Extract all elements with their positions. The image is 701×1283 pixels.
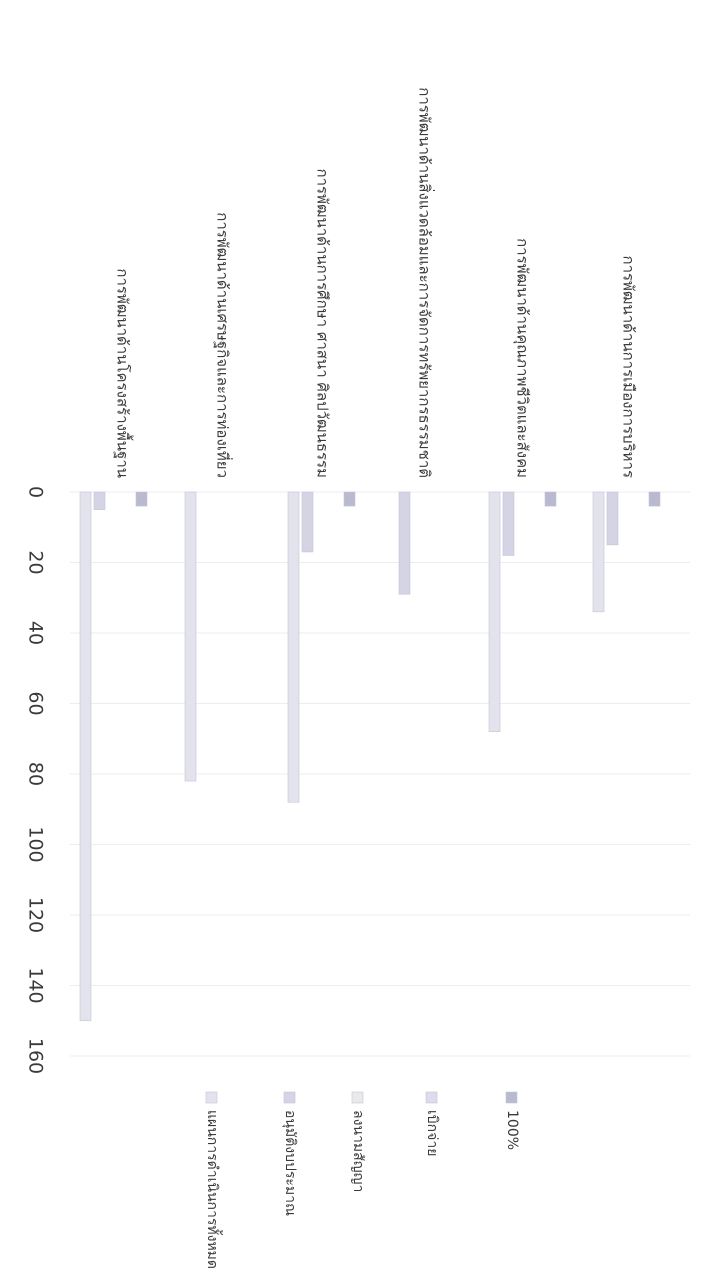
bar	[648, 491, 661, 507]
legend-label: 100%	[504, 1110, 520, 1150]
tick-label: 60	[25, 691, 47, 715]
tick-label: 100	[25, 826, 47, 862]
bar	[544, 491, 557, 507]
category-label: การพัฒนาด้านเศรษฐกิจและการท่องเที่ยว	[214, 212, 234, 478]
bar	[301, 491, 314, 553]
grid-lines	[70, 491, 690, 1057]
legend-swatch	[205, 1091, 218, 1104]
tick-label: 140	[25, 967, 47, 1003]
legend-label: อนุมัติงบประมาณ	[282, 1110, 298, 1216]
category-label: การพัฒนาด้านการเมืองการบริหาร	[620, 255, 638, 478]
bar	[606, 491, 619, 546]
tick-label: 40	[25, 621, 47, 645]
tick-label: 80	[25, 762, 47, 786]
bar	[93, 491, 106, 510]
bar	[184, 491, 197, 782]
legend-label: ลงนามสัญญา	[350, 1110, 366, 1192]
category-label: การพัฒนาด้านการศึกษา ศาสนา ศิลปวัฒนธรรม	[314, 169, 332, 479]
value-axis-ticks: 0 20 40 60 80 100 120 140 160	[25, 486, 47, 1074]
legend-label: แผนการดำเนินการทั้งหมด	[204, 1110, 223, 1269]
bar	[135, 491, 148, 507]
tick-label: 120	[25, 897, 47, 933]
legend: 100% เบิกจ่าย ลงนามสัญญา อนุมัติงบประมาณ แผน…	[204, 1091, 520, 1269]
bar	[398, 491, 411, 595]
legend-swatch	[425, 1091, 438, 1104]
bars	[79, 491, 661, 1022]
bar	[502, 491, 515, 556]
legend-swatch	[283, 1091, 296, 1104]
legend-swatch	[505, 1091, 518, 1104]
legend-swatch	[351, 1091, 364, 1104]
bar	[592, 491, 605, 613]
bar	[287, 491, 300, 803]
category-label: การพัฒนาด้านคุณภาพชีวิตและสังคม	[513, 238, 532, 478]
category-label: การพัฒนาด้านสิ่งแวดล้อมและการจัดการทรัพย…	[416, 87, 436, 478]
tick-label: 0	[25, 486, 47, 498]
tick-label: 160	[25, 1038, 47, 1074]
legend-label: เบิกจ่าย	[424, 1110, 440, 1156]
bar	[488, 491, 501, 732]
category-labels: การพัฒนาด้านการเมืองการบริหาร การพัฒนาด้า…	[114, 87, 638, 478]
bar	[343, 491, 356, 507]
tick-label: 20	[25, 550, 47, 574]
category-label: การพัฒนาด้านโครงสร้างพื้นฐาน	[114, 268, 134, 478]
bar	[79, 491, 92, 1022]
